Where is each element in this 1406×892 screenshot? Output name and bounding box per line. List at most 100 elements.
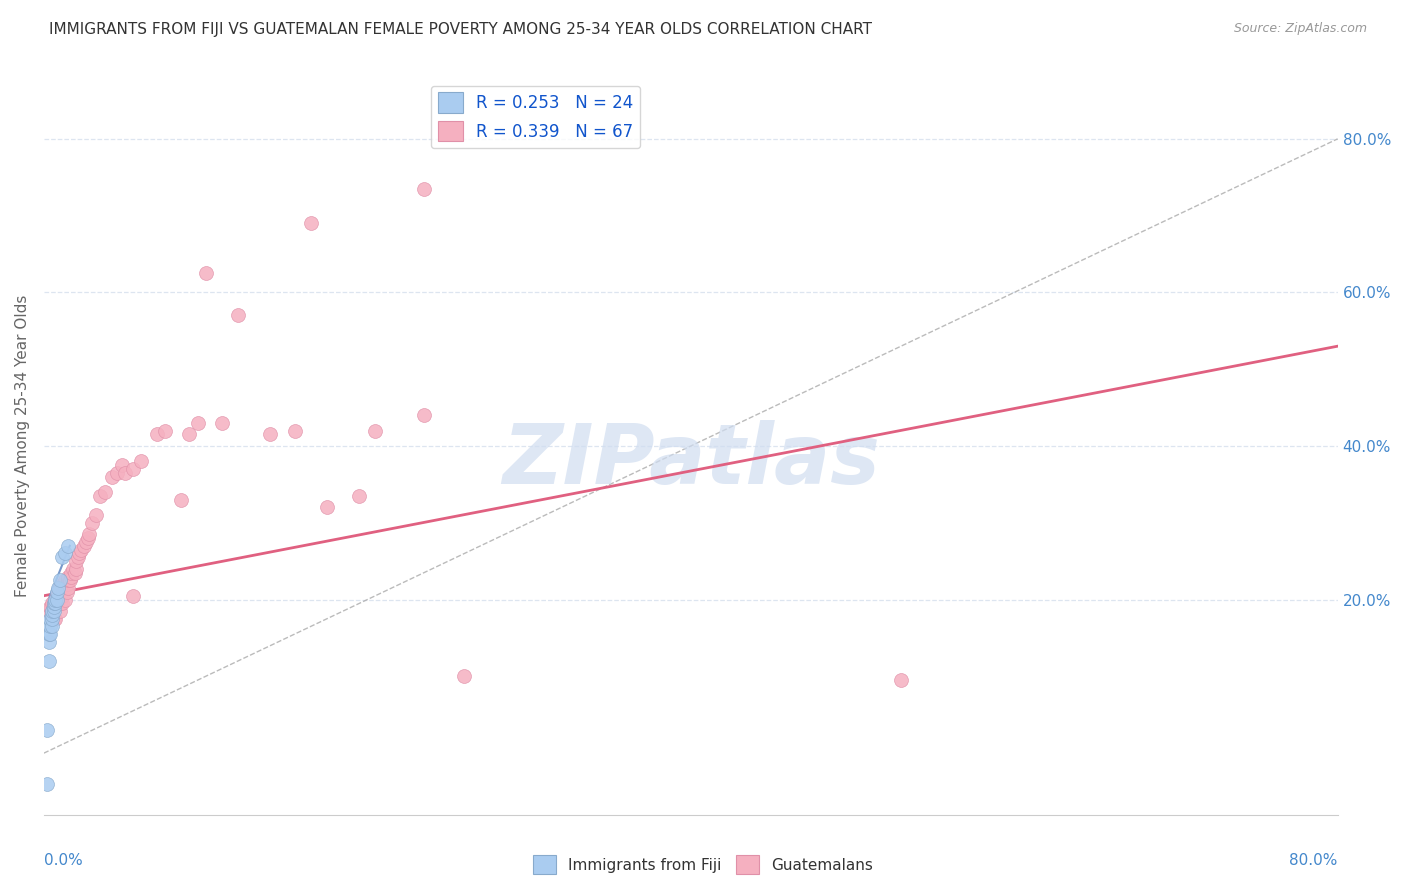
Point	[110, 458, 132, 473]
Point	[114, 466, 136, 480]
Point	[60, 569, 83, 583]
Point	[41, 596, 63, 610]
Point	[186, 416, 208, 430]
Text: Source: ZipAtlas.com: Source: ZipAtlas.com	[1233, 22, 1367, 36]
Point	[48, 581, 70, 595]
Point	[41, 607, 63, 622]
Point	[75, 535, 97, 549]
Point	[76, 531, 98, 545]
Point	[66, 550, 89, 565]
Point	[77, 527, 100, 541]
Point	[170, 492, 193, 507]
Point	[38, 635, 60, 649]
Point	[283, 424, 305, 438]
Point	[105, 466, 128, 480]
Point	[37, 723, 59, 737]
Point	[45, 596, 67, 610]
Point	[49, 574, 72, 588]
Point	[49, 604, 72, 618]
Point	[49, 589, 72, 603]
Point	[349, 489, 371, 503]
Point	[38, 627, 60, 641]
Point	[890, 673, 912, 688]
Point	[49, 596, 72, 610]
Point	[53, 574, 76, 588]
Point	[53, 547, 76, 561]
Point	[82, 516, 104, 530]
Point	[53, 581, 76, 595]
Point	[39, 612, 62, 626]
Point	[45, 589, 67, 603]
Point	[44, 592, 66, 607]
Text: 0.0%: 0.0%	[44, 854, 83, 868]
Point	[44, 596, 66, 610]
Point	[65, 562, 87, 576]
Point	[41, 619, 63, 633]
Point	[413, 409, 436, 423]
Point	[63, 566, 86, 580]
Point	[48, 596, 70, 610]
Point	[45, 592, 67, 607]
Point	[55, 577, 77, 591]
Point	[69, 547, 91, 561]
Point	[121, 462, 143, 476]
Legend: R = 0.253   N = 24, R = 0.339   N = 67: R = 0.253 N = 24, R = 0.339 N = 67	[432, 86, 640, 148]
Point	[146, 427, 169, 442]
Point	[316, 500, 339, 515]
Point	[41, 612, 63, 626]
Point	[153, 424, 176, 438]
Point	[211, 416, 233, 430]
Point	[65, 554, 87, 568]
Point	[226, 309, 249, 323]
Point	[56, 581, 79, 595]
Point	[38, 654, 60, 668]
Point	[129, 454, 152, 468]
Point	[48, 585, 70, 599]
Point	[42, 604, 65, 618]
Point	[42, 596, 65, 610]
Point	[45, 585, 67, 599]
Point	[179, 427, 201, 442]
Point	[89, 489, 111, 503]
Point	[84, 508, 107, 522]
Point	[194, 266, 217, 280]
Point	[453, 669, 475, 683]
Point	[53, 592, 76, 607]
Point	[299, 216, 322, 230]
Y-axis label: Female Poverty Among 25-34 Year Olds: Female Poverty Among 25-34 Year Olds	[15, 295, 30, 597]
Point	[44, 612, 66, 626]
Point	[364, 424, 387, 438]
Text: 80.0%: 80.0%	[1289, 854, 1337, 868]
Point	[62, 562, 84, 576]
Point	[41, 604, 63, 618]
Point	[56, 569, 79, 583]
Point	[101, 469, 124, 483]
Point	[39, 600, 62, 615]
Point	[49, 581, 72, 595]
Point	[39, 627, 62, 641]
Point	[56, 574, 79, 588]
Point	[51, 596, 73, 610]
Point	[94, 485, 117, 500]
Point	[42, 612, 65, 626]
Point	[52, 585, 75, 599]
Point	[41, 604, 63, 618]
Point	[51, 550, 73, 565]
Point	[55, 585, 77, 599]
Point	[45, 592, 67, 607]
Point	[52, 577, 75, 591]
Text: ZIPatlas: ZIPatlas	[502, 420, 880, 501]
Point	[41, 612, 63, 626]
Point	[413, 182, 436, 196]
Point	[51, 589, 73, 603]
Point	[42, 600, 65, 615]
Point	[42, 596, 65, 610]
Point	[39, 619, 62, 633]
Point	[37, 777, 59, 791]
Point	[56, 539, 79, 553]
Point	[44, 596, 66, 610]
Text: IMMIGRANTS FROM FIJI VS GUATEMALAN FEMALE POVERTY AMONG 25-34 YEAR OLDS CORRELAT: IMMIGRANTS FROM FIJI VS GUATEMALAN FEMAL…	[49, 22, 872, 37]
Point	[60, 566, 83, 580]
Point	[73, 539, 96, 553]
Point	[38, 604, 60, 618]
